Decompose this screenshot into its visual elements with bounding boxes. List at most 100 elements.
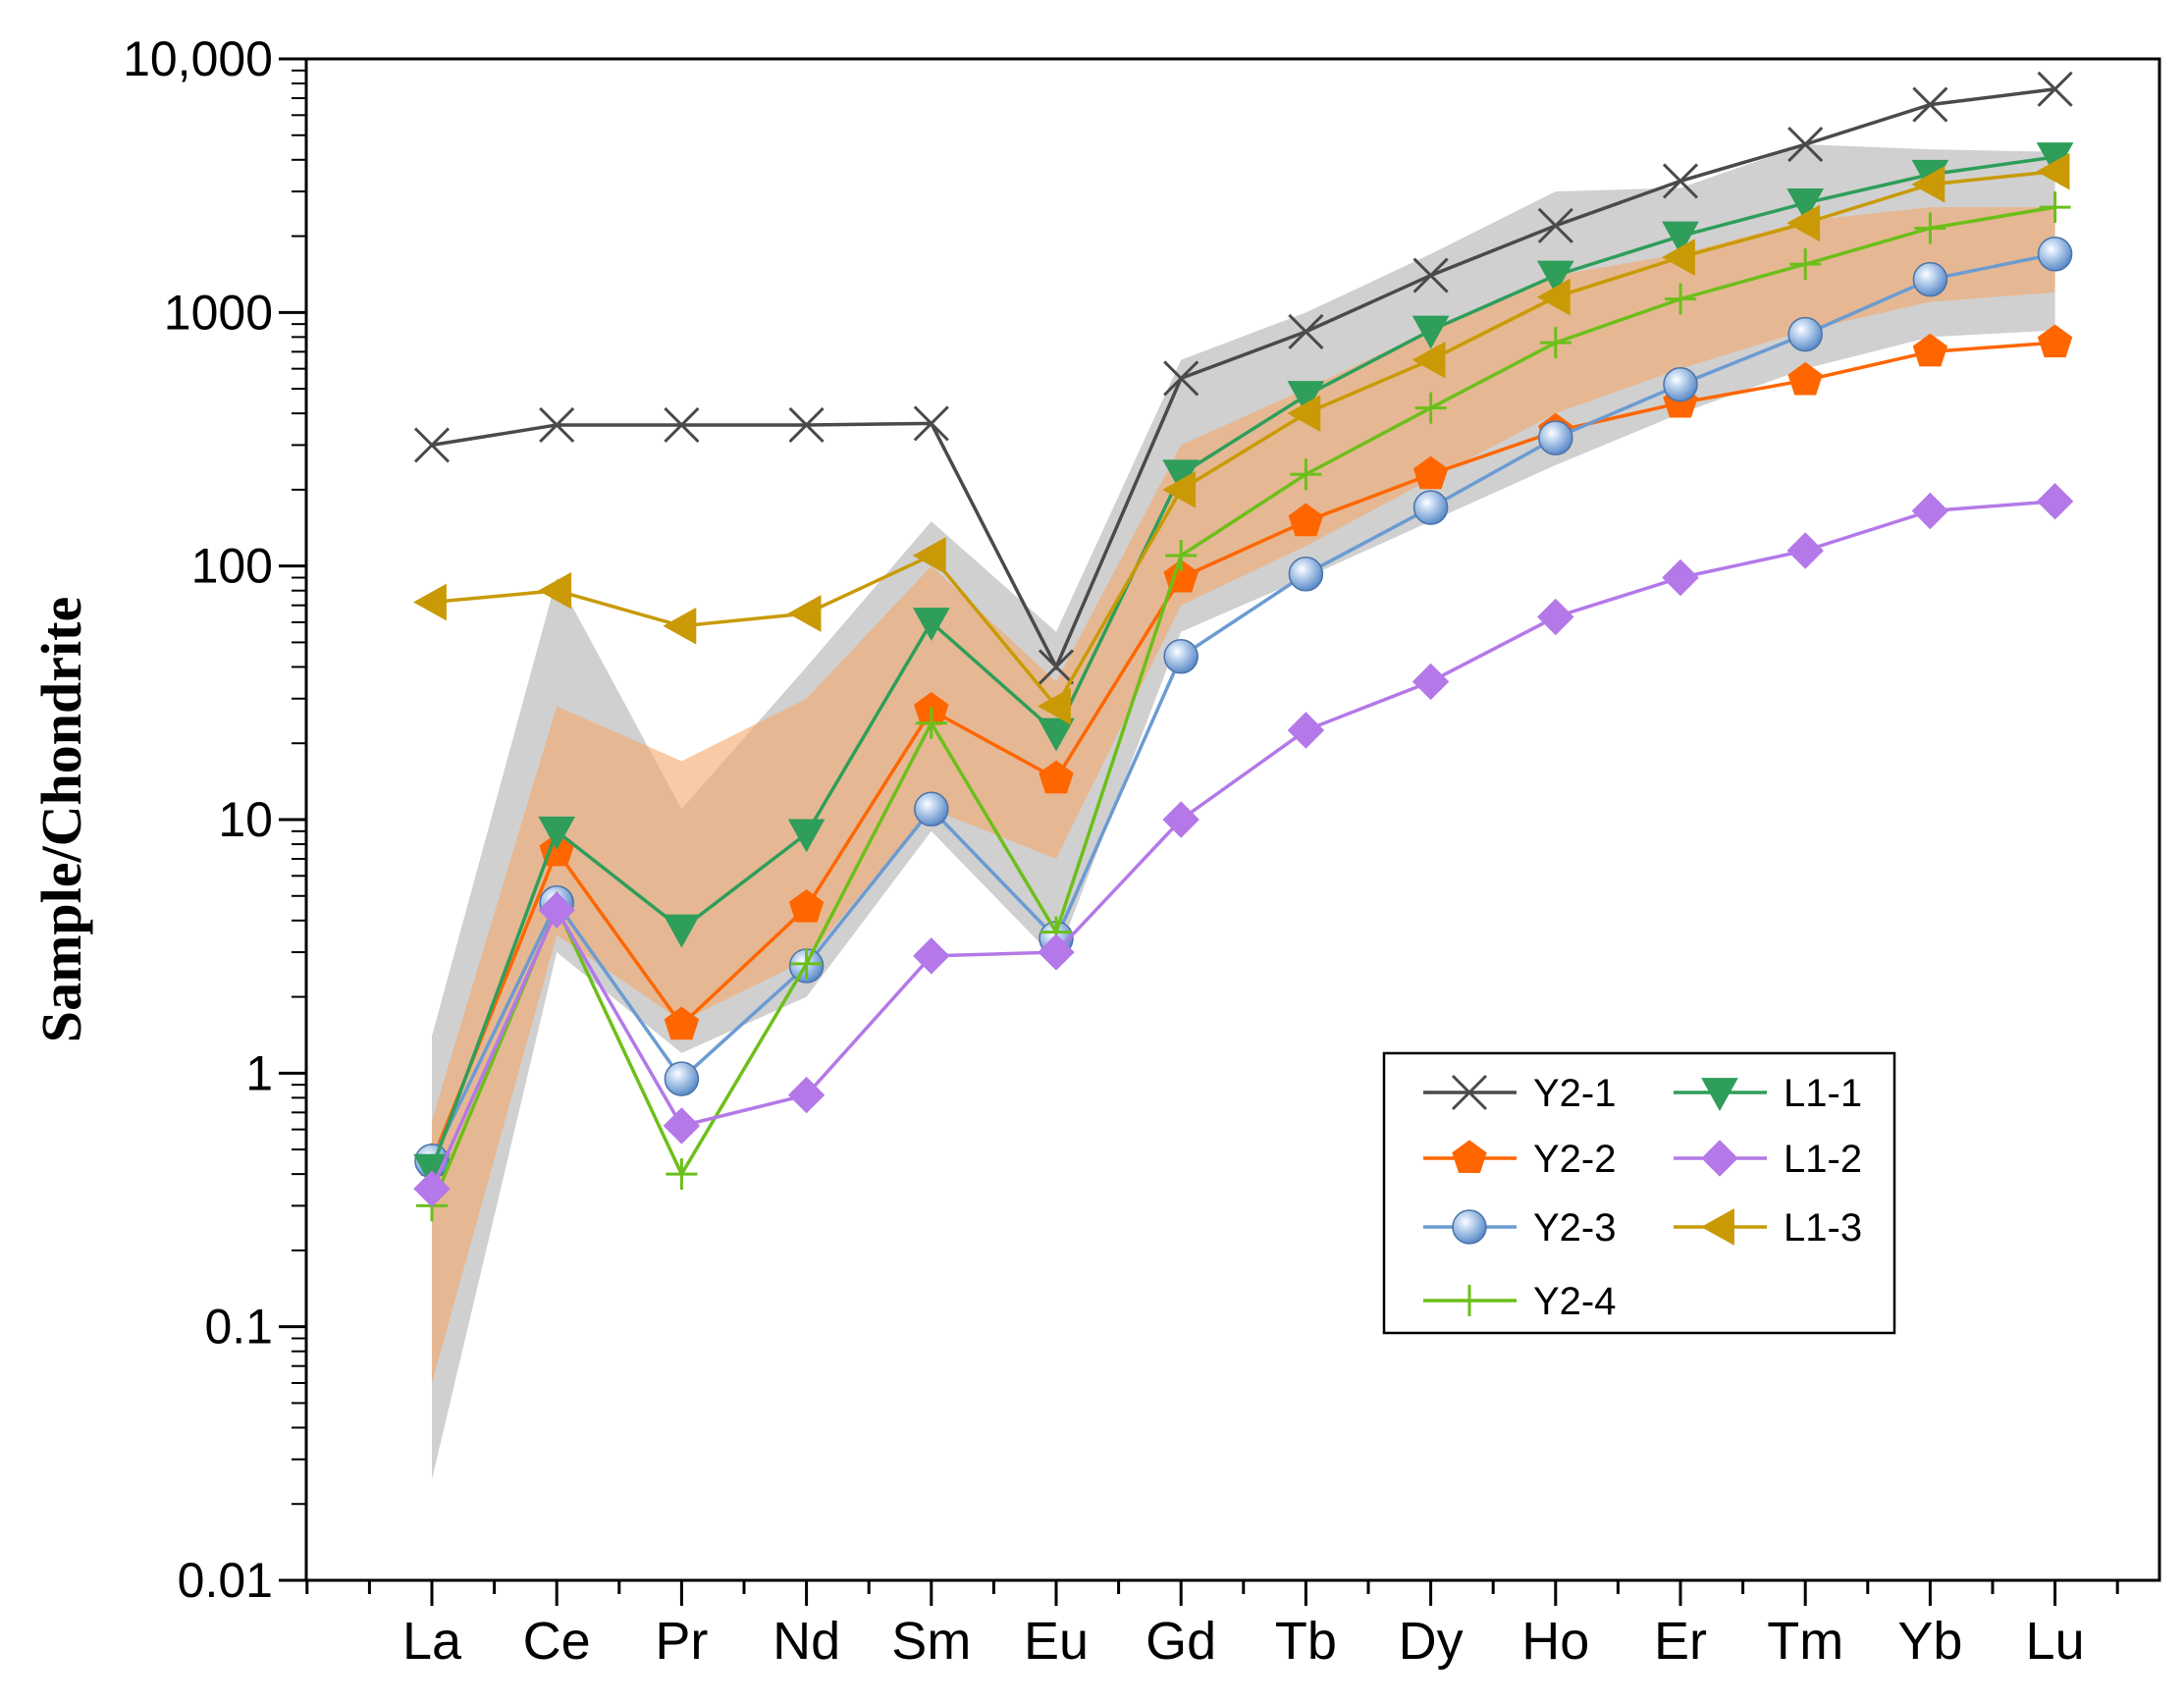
data-point	[1912, 333, 1948, 367]
series-line	[430, 341, 2055, 1162]
x-tick-label: Nd	[772, 1612, 840, 1671]
legend-entry-l1-3: L1-3	[1674, 1206, 1862, 1250]
series-l1-1	[413, 142, 2074, 1188]
data-point	[1536, 278, 1571, 316]
data-point	[790, 947, 823, 980]
data-point	[664, 406, 700, 444]
legend-label: L1-2	[1784, 1138, 1862, 1181]
data-point	[2037, 324, 2073, 358]
data-point	[1787, 361, 1823, 396]
data-point	[1412, 315, 1450, 349]
data-point	[2037, 237, 2073, 272]
data-point	[1412, 257, 1449, 293]
data-point	[1786, 204, 1821, 242]
data-point	[1038, 649, 1075, 685]
data-point	[2036, 483, 2074, 520]
range-band-2	[432, 207, 2055, 1383]
data-point	[2037, 71, 2073, 107]
data-point	[1663, 366, 1698, 402]
data-point	[2036, 152, 2070, 190]
y-tick-label: 100	[191, 539, 273, 594]
data-point	[1911, 492, 1949, 530]
x-tick-label: Eu	[1024, 1612, 1089, 1671]
data-point	[1912, 261, 1948, 297]
x-tick-label: Tm	[1767, 1612, 1843, 1671]
data-point	[1454, 1285, 1485, 1316]
y-tick-label: 10	[218, 792, 273, 847]
data-point	[1287, 395, 1321, 432]
y-tick-label: 1	[245, 1045, 273, 1100]
data-point	[1539, 327, 1571, 359]
data-point	[1662, 559, 1699, 597]
data-point	[1162, 471, 1197, 508]
series-y2-4	[416, 191, 2071, 1222]
data-point	[1288, 557, 1324, 592]
data-point	[1162, 801, 1199, 838]
data-point	[1786, 187, 1825, 222]
data-point	[1412, 341, 1446, 379]
legend-entry-y2-3: Y2-3	[1423, 1206, 1617, 1250]
legend-label: Y2-2	[1533, 1138, 1617, 1181]
series-line	[431, 87, 2055, 671]
data-point	[1288, 313, 1324, 349]
data-point	[1911, 165, 1945, 203]
series-line	[430, 252, 2055, 1162]
data-point	[413, 1170, 451, 1207]
y-tick-label: 1000	[164, 285, 273, 340]
x-tick-label: Yb	[1897, 1612, 1962, 1671]
data-point	[914, 791, 949, 827]
legend-label: Y2-1	[1533, 1072, 1617, 1115]
y-tick-label: 10,000	[123, 31, 273, 86]
data-point	[1288, 503, 1324, 537]
data-point	[1538, 420, 1573, 455]
data-point	[1452, 1209, 1487, 1245]
data-point	[1536, 260, 1574, 294]
data-point	[788, 888, 825, 923]
data-point	[1451, 1074, 1488, 1111]
data-point	[664, 1061, 700, 1096]
data-point	[663, 1107, 701, 1144]
data-point	[538, 571, 572, 610]
data-point	[412, 583, 447, 621]
x-tick-label: La	[402, 1612, 462, 1671]
data-point	[1914, 212, 1946, 244]
x-tick-label: Lu	[2026, 1612, 2085, 1671]
x-tick-label: Pr	[655, 1612, 708, 1671]
data-point	[539, 406, 575, 444]
data-point	[1787, 316, 1823, 352]
data-point	[413, 427, 451, 463]
data-point	[1662, 221, 1699, 255]
data-point	[915, 707, 947, 739]
y-tick-label: 0.1	[204, 1300, 273, 1355]
data-point	[1163, 360, 1199, 397]
legend-entry-y2-2: Y2-2	[1423, 1138, 1617, 1181]
data-point	[912, 608, 950, 642]
x-tick-label: Er	[1654, 1612, 1707, 1671]
data-point	[1789, 248, 1822, 281]
legend-entry-l1-1: L1-1	[1674, 1072, 1862, 1115]
data-point	[1039, 760, 1074, 794]
data-point	[787, 595, 822, 632]
series-line	[430, 499, 2055, 1190]
data-point	[1662, 163, 1699, 199]
legend: Y2-1 Y2-2 Y2-3 Y2-4 L1-1 L1-2 L1-3	[1382, 1051, 1896, 1335]
data-point	[666, 1158, 698, 1191]
data-point	[1665, 283, 1696, 315]
series-line	[431, 169, 2055, 710]
data-point	[1537, 207, 1573, 243]
data-point	[664, 1006, 700, 1040]
legend-entry-y2-1: Y2-1	[1423, 1072, 1617, 1115]
legend-label: Y2-3	[1533, 1206, 1617, 1250]
data-point	[1037, 687, 1071, 725]
data-point	[1412, 663, 1450, 701]
data-point	[1661, 239, 1695, 276]
data-point	[1287, 712, 1325, 749]
x-tick-label: Ce	[523, 1612, 591, 1671]
data-point	[1412, 490, 1449, 525]
legend-label: Y2-4	[1533, 1280, 1617, 1323]
data-point	[663, 607, 697, 645]
x-tick-label: Ho	[1521, 1612, 1589, 1671]
axes: 0.01 0.1 1 10 100 1000 10,000 La Ce Pr Nd Sm Eu Gd Tb D…	[29, 31, 2161, 1671]
series-y2-1	[413, 71, 2073, 685]
